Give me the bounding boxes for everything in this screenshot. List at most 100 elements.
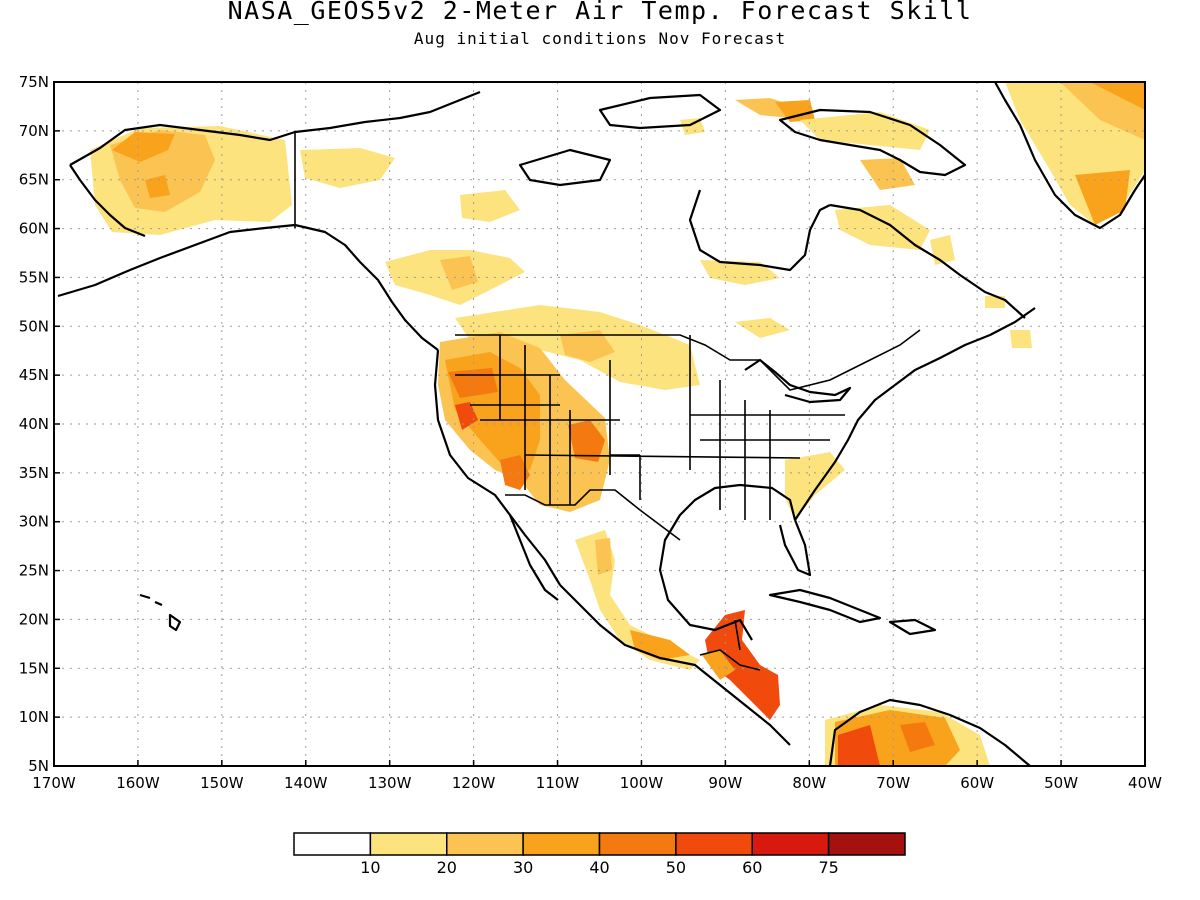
lat-tick-label: 55N	[19, 268, 49, 286]
colorbar-swatch	[446, 832, 524, 856]
shade-az	[500, 455, 530, 490]
shade-yukon	[300, 148, 395, 188]
lon-tick-label: 110W	[536, 774, 580, 792]
shade-arctic-2	[775, 100, 815, 122]
lat-tick-label: 65N	[19, 171, 49, 189]
shade-alaska-hi2	[145, 175, 170, 198]
colorbar-label: 20	[437, 858, 457, 877]
coast-ellesmere	[598, 93, 722, 130]
colorbar-swatch	[369, 832, 448, 856]
coast-hispaniola	[888, 618, 937, 636]
coast-west-us	[433, 349, 561, 586]
lon-tick-label: 100W	[620, 774, 664, 792]
map-area	[54, 82, 1145, 766]
lon-tick-label: 90W	[708, 774, 742, 792]
colorbar-swatch	[293, 832, 372, 856]
colorbar-label: 60	[742, 858, 762, 877]
lon-tick-label: 130W	[368, 774, 412, 792]
lat-tick-label: 25N	[19, 562, 49, 580]
shade-nwt	[460, 190, 520, 222]
shade-alaska-hi	[112, 132, 175, 162]
coast-victoria-isl	[518, 148, 612, 187]
colorbar-label: 30	[513, 858, 533, 877]
colorbar-label: 10	[360, 858, 380, 877]
coast-alaska-north	[69, 90, 481, 166]
shade-ontario	[700, 260, 780, 285]
borders	[294, 132, 921, 671]
coast-sa	[828, 698, 1031, 766]
lon-tick-label: 140W	[284, 774, 328, 792]
colorbar-label: 50	[666, 858, 686, 877]
coast-hawaii	[139, 593, 182, 632]
coast-cuba	[768, 588, 882, 624]
colorbar-swatch	[827, 832, 906, 856]
shade-lakes	[735, 318, 790, 338]
shade-ca-mid	[702, 650, 735, 680]
shade-baffin-mid	[860, 158, 915, 190]
shade-sa-hi2	[900, 722, 935, 752]
shade-mexico-s	[630, 630, 690, 660]
coast-baffin	[778, 108, 967, 177]
border-us-mexico	[505, 489, 681, 541]
lon-tick-label: 60W	[960, 774, 994, 792]
lon-tick-label: 150W	[200, 774, 244, 792]
colorbar-swatch	[675, 832, 753, 856]
shade-greenland-se	[1075, 170, 1130, 225]
map-subtitle: Aug initial conditions Nov Forecast	[413, 29, 787, 48]
shade-sa-hi	[838, 725, 880, 766]
coast-gulf	[658, 483, 797, 641]
longitude-axis: 170W 160W 150W 140W 130W 120W 110W 100W 90W 80W 70…	[32, 760, 1162, 792]
lon-tick-label: 120W	[452, 774, 496, 792]
shade-prairies-mid	[560, 330, 615, 362]
shade-nevada	[455, 402, 478, 430]
coast-alaska-west	[69, 164, 146, 238]
lon-tick-label: 170W	[32, 774, 76, 792]
lat-tick-label: 35N	[19, 464, 49, 482]
lon-tick-label: 80W	[792, 774, 826, 792]
coast-hudson	[688, 189, 831, 272]
map-title: NASA_GEOS5v2 2-Meter Air Temp. Forecast …	[227, 0, 973, 25]
shade-quebec	[835, 205, 930, 250]
colorbar-swatch	[598, 832, 677, 856]
coast-labrador	[829, 203, 1026, 319]
coast-east-us	[794, 307, 1036, 521]
lat-tick-label: 20N	[19, 610, 49, 628]
coast-mexico-w	[559, 584, 791, 746]
skill-field	[90, 82, 1145, 766]
lat-tick-label: 5N	[28, 757, 49, 775]
coast-alaska	[57, 223, 439, 351]
lat-tick-label: 50N	[19, 317, 49, 335]
lon-tick-label: 50W	[1044, 774, 1078, 792]
colorbar-swatch	[751, 832, 830, 856]
shade-greenland-hi	[1090, 82, 1145, 110]
border-us-canada	[455, 329, 921, 391]
colorbar-swatch	[522, 832, 601, 856]
coast-florida	[778, 519, 812, 577]
colorbar-label: 75	[818, 858, 838, 877]
coast-great-lakes	[744, 358, 852, 404]
shade-mexico-mid	[595, 538, 612, 575]
shade-bc-mid	[440, 256, 478, 290]
lat-tick-label: 70N	[19, 122, 49, 140]
coast-baja	[508, 514, 559, 601]
shade-nm	[568, 420, 605, 462]
lon-tick-label: 40W	[1128, 774, 1162, 792]
lat-tick-label: 10N	[19, 708, 49, 726]
latitude-axis: 75N 70N 65N 60N 55N 50N 45N 40N 35N 30N 25N 20N 15N 1…	[19, 73, 60, 775]
lon-tick-label: 160W	[116, 774, 160, 792]
lat-tick-label: 45N	[19, 366, 49, 384]
lat-tick-label: 40N	[19, 415, 49, 433]
shade-labrador	[930, 235, 955, 265]
lon-tick-label: 70W	[876, 774, 910, 792]
colorbar: 10 20 30 40 50 60 75	[293, 832, 906, 877]
border-states-v	[499, 335, 771, 520]
border-central-america	[699, 619, 761, 671]
lat-tick-label: 60N	[19, 220, 49, 238]
shade-maritime	[1010, 330, 1032, 348]
colorbar-label: 40	[589, 858, 609, 877]
lat-tick-label: 75N	[19, 73, 49, 91]
coast-greenland	[994, 82, 1145, 230]
lat-tick-label: 30N	[19, 513, 49, 531]
coastlines	[57, 82, 1145, 766]
